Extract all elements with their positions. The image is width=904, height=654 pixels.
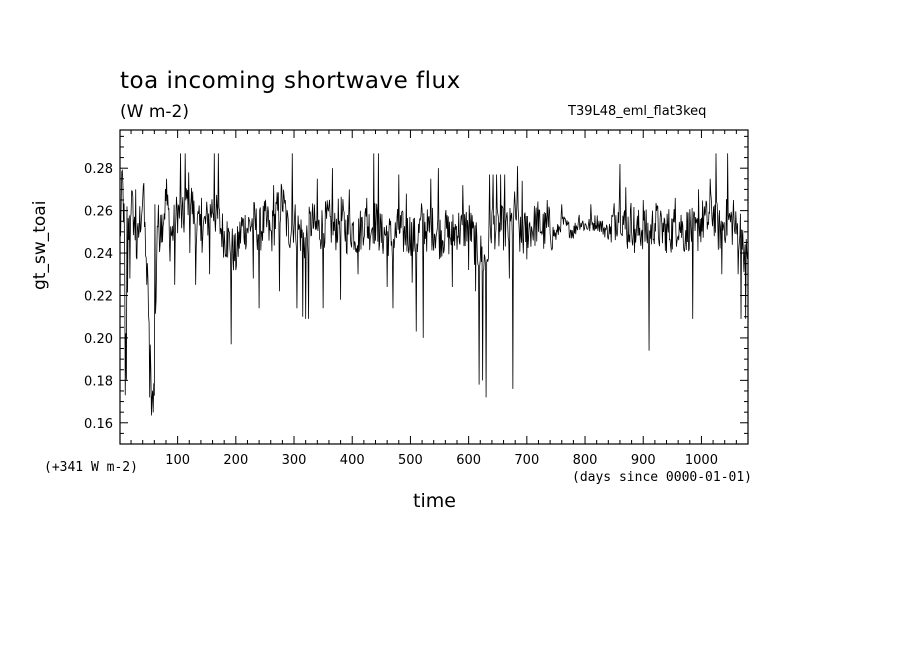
- x-tick-label: 200: [223, 453, 248, 468]
- y-tick-label: 0.20: [84, 332, 113, 347]
- x-tick-label: 800: [573, 453, 598, 468]
- x-tick-label: 700: [514, 453, 539, 468]
- x-units-label: (days since 0000-01-01): [572, 470, 753, 485]
- run-label: T39L48_eml_flat3keq: [568, 104, 707, 119]
- x-tick-label: 300: [282, 453, 307, 468]
- y-tick-label: 0.24: [84, 247, 113, 262]
- y-tick-label: 0.28: [84, 162, 113, 177]
- x-tick-label: 100: [165, 453, 190, 468]
- x-tick-label: 400: [340, 453, 365, 468]
- chart-title: toa incoming shortwave flux: [120, 68, 461, 94]
- x-axis-label: time: [413, 490, 456, 512]
- x-tick-label: 900: [631, 453, 656, 468]
- x-tick-label: 500: [398, 453, 423, 468]
- x-tick-label: 1000: [685, 453, 718, 468]
- y-tick-label: 0.16: [84, 417, 113, 432]
- chart-units: (W m-2): [120, 102, 189, 122]
- y-tick-label: 0.26: [84, 205, 113, 220]
- y-tick-label: 0.18: [84, 374, 113, 389]
- series-line: [119, 153, 749, 416]
- y-offset-label: (+341 W m-2): [44, 460, 138, 475]
- y-tick-label: 0.22: [84, 289, 113, 304]
- x-tick-label: 600: [456, 453, 481, 468]
